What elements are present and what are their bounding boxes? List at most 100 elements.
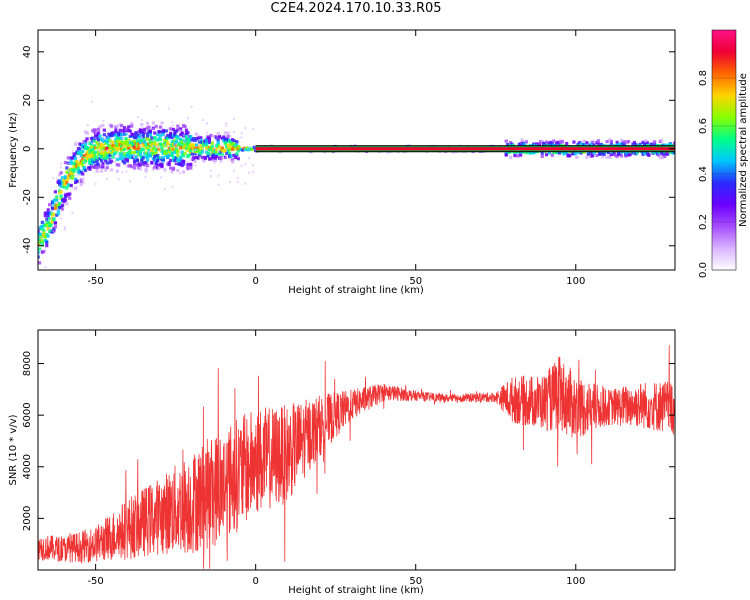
heatmap-cell: [534, 142, 539, 146]
heatmap-cell: [596, 139, 601, 143]
heatmap-cell: [135, 158, 140, 162]
heatmap-cell: [90, 100, 93, 103]
heatmap-cell: [164, 111, 168, 116]
heatmap-cell: [673, 150, 675, 154]
heatmap-cell: [72, 152, 76, 156]
heatmap-cell: [207, 138, 212, 143]
heatmap-cell: [582, 139, 586, 143]
heatmap-cell: [118, 151, 122, 156]
heatmap-cell: [209, 169, 212, 172]
heatmap-cell: [65, 202, 69, 206]
heatmap-cell: [67, 162, 70, 165]
ridge-line: [255, 147, 675, 151]
heatmap-cell: [76, 167, 81, 171]
heatmap-cell: [209, 152, 212, 155]
heatmap-cell: [236, 176, 239, 179]
heatmap-cell: [653, 140, 657, 144]
heatmap-cell: [121, 159, 125, 163]
heatmap-cell: [38, 261, 42, 265]
heatmap-cell: [196, 156, 200, 160]
heatmap-cell: [194, 149, 197, 152]
heatmap-cell: [198, 144, 201, 147]
heatmap-cell: [552, 139, 556, 143]
heatmap-cell: [152, 139, 155, 142]
heatmap-cell: [213, 161, 216, 164]
heatmap-cell: [147, 146, 151, 150]
heatmap-cell: [79, 173, 82, 176]
heatmap-cell: [105, 146, 109, 150]
heatmap-cell: [140, 119, 143, 122]
heatmap-cell: [120, 144, 124, 148]
heatmap-cell: [599, 142, 603, 147]
heatmap-cell: [42, 249, 46, 254]
heatmap-cell: [92, 157, 96, 162]
heatmap-cell: [423, 143, 428, 147]
heatmap-cell: [136, 156, 139, 159]
heatmap-cell: [615, 143, 619, 147]
heatmap-cell: [179, 172, 182, 175]
spectrogram-panel: -50 0 50 100 -40 -20 0 20 40 Height of straight…: [8, 29, 676, 296]
heatmap-cell: [58, 182, 62, 187]
heatmap-cell: [176, 135, 180, 139]
heatmap-cell: [49, 223, 53, 227]
heatmap-cell: [176, 150, 180, 154]
heatmap-cell: [94, 155, 98, 159]
heatmap-cell: [69, 161, 73, 166]
heatmap-cell: [540, 154, 544, 159]
heatmap-cell: [114, 128, 118, 132]
heatmap-cell: [158, 125, 163, 129]
heatmap-cell: [209, 175, 212, 178]
heatmap-cell: [128, 154, 132, 158]
heatmap-cell: [202, 159, 206, 163]
heatmap-cell: [84, 139, 88, 143]
heatmap-cell: [134, 131, 138, 135]
heatmap-cell: [66, 194, 70, 198]
heatmap-cell: [609, 141, 613, 145]
heatmap-cell: [216, 142, 220, 146]
heatmap-cell: [634, 142, 638, 147]
heatmap-cell: [90, 165, 93, 168]
x-tick-label: 100: [566, 276, 585, 287]
heatmap-cell: [53, 225, 57, 229]
heatmap-cell: [215, 153, 219, 157]
heatmap-cell: [190, 141, 193, 144]
heatmap-cell: [102, 138, 105, 141]
heatmap-cell: [117, 178, 120, 181]
heatmap-cell: [145, 158, 150, 162]
heatmap-cell: [167, 174, 171, 178]
heatmap-cell: [229, 159, 232, 162]
heatmap-cell: [673, 141, 675, 145]
heatmap-cell: [668, 150, 673, 155]
heatmap-cell: [143, 127, 147, 131]
heatmap-cell: [186, 135, 189, 138]
heatmap-cell: [154, 143, 158, 147]
heatmap-cell: [40, 197, 43, 200]
heatmap-cell: [154, 170, 158, 174]
heatmap-cell: [236, 149, 240, 153]
heatmap-cell: [73, 177, 78, 181]
snr-series: [38, 345, 675, 569]
heatmap-cell: [60, 217, 63, 220]
heatmap-cell: [605, 140, 609, 144]
heatmap-cell: [583, 143, 588, 147]
heatmap-cell: [98, 165, 102, 169]
heatmap-cell: [221, 157, 224, 160]
heatmap-cell: [148, 133, 153, 137]
heatmap-cell: [215, 150, 219, 154]
heatmap-cell: [136, 129, 139, 132]
heatmap-cell: [137, 147, 141, 152]
heatmap-cell: [68, 196, 72, 200]
heatmap-cell: [183, 151, 187, 155]
heatmap-cell: [95, 145, 99, 150]
heatmap-cell: [207, 140, 212, 145]
heatmap-cell: [521, 156, 526, 160]
heatmap-cell: [229, 181, 232, 184]
heatmap-cell: [148, 151, 151, 154]
heatmap-cell: [198, 139, 201, 142]
heatmap-cell: [205, 141, 209, 145]
heatmap-cell: [79, 182, 82, 185]
heatmap-cell: [248, 157, 251, 160]
heatmap-cell: [210, 141, 214, 145]
heatmap-cell: [169, 158, 173, 163]
heatmap-cell: [209, 157, 213, 161]
